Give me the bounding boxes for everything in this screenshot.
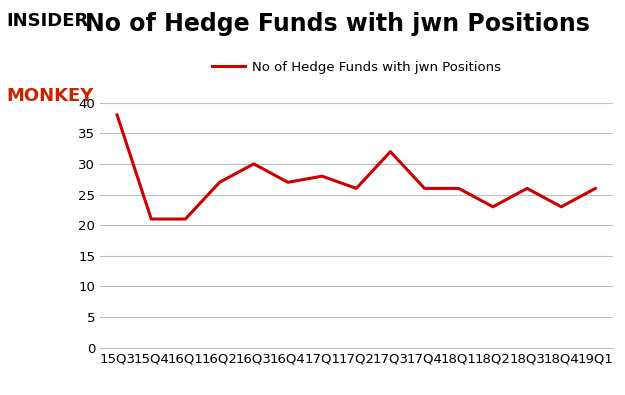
Text: MONKEY: MONKEY xyxy=(6,87,94,105)
Legend: No of Hedge Funds with jwn Positions: No of Hedge Funds with jwn Positions xyxy=(207,55,506,79)
Text: INSIDER: INSIDER xyxy=(6,12,89,30)
Text: No of Hedge Funds with jwn Positions: No of Hedge Funds with jwn Positions xyxy=(85,12,590,36)
